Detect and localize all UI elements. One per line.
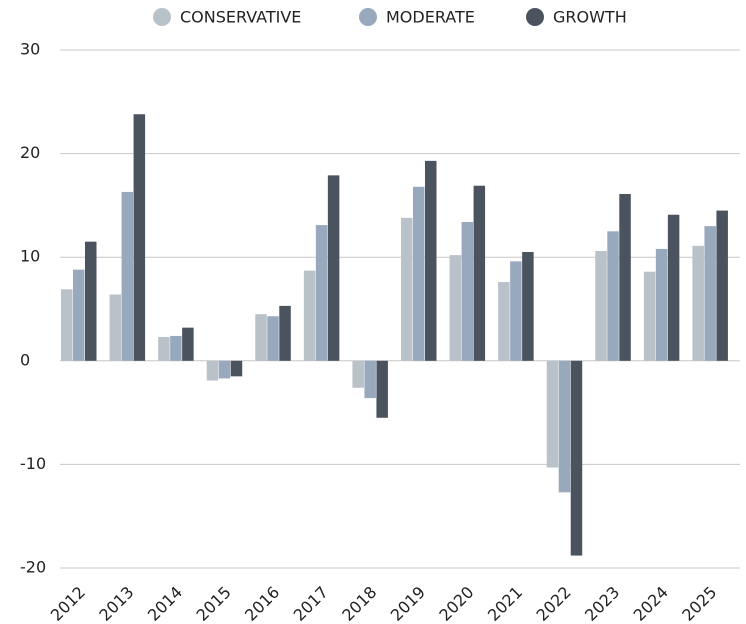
x-tick-label: 2018 — [338, 583, 380, 624]
x-tick-label: 2014 — [144, 583, 186, 624]
legend-swatch — [359, 8, 377, 26]
legend-label: MODERATE — [386, 8, 475, 27]
bar — [449, 255, 462, 361]
x-tick-label: 2017 — [290, 583, 332, 624]
bar — [364, 360, 376, 399]
bar — [255, 314, 267, 361]
bar — [413, 186, 425, 361]
bar — [279, 305, 291, 361]
bar — [327, 175, 340, 361]
x-tick-label: 2015 — [192, 583, 234, 624]
legend-swatch — [153, 8, 171, 26]
bar — [655, 248, 668, 361]
bar — [170, 335, 182, 361]
bar — [473, 185, 486, 361]
y-tick-label: 10 — [20, 247, 40, 266]
x-tick-label: 2025 — [678, 583, 720, 624]
bar — [692, 245, 704, 361]
bar — [267, 316, 279, 361]
bar — [352, 360, 364, 388]
bar — [230, 360, 243, 377]
bar — [158, 336, 170, 361]
x-tick-label: 2013 — [95, 583, 137, 624]
bar — [546, 360, 559, 468]
bar — [607, 231, 619, 361]
bar — [461, 221, 474, 361]
x-tick-label: 2022 — [532, 583, 574, 624]
bar — [61, 289, 73, 361]
bar — [522, 252, 534, 361]
bar — [206, 360, 219, 381]
x-tick-label: 2023 — [581, 583, 623, 624]
x-tick-label: 2021 — [484, 583, 526, 624]
legend-label: CONSERVATIVE — [180, 8, 301, 27]
bar — [401, 217, 413, 361]
legend-swatch — [526, 8, 544, 26]
bar — [570, 360, 583, 556]
bar — [716, 210, 728, 361]
bar — [315, 225, 328, 361]
bar — [133, 114, 146, 361]
bar — [303, 270, 316, 361]
bar — [558, 360, 571, 493]
bar — [498, 282, 510, 361]
y-tick-label: 0 — [20, 350, 30, 369]
bar — [109, 294, 122, 361]
bar — [619, 194, 631, 361]
x-tick-label: 2016 — [241, 583, 283, 624]
bar — [425, 160, 437, 361]
y-tick-label: 30 — [20, 40, 40, 59]
bar — [121, 191, 134, 361]
y-tick-label: -10 — [20, 454, 46, 473]
bar — [704, 226, 716, 361]
bar — [595, 250, 607, 361]
bar — [85, 241, 97, 361]
bar — [510, 261, 522, 361]
bar — [667, 214, 680, 361]
bar — [376, 360, 388, 418]
y-tick-label: 20 — [20, 143, 40, 162]
bar — [73, 269, 85, 361]
x-tick-label: 2024 — [630, 583, 672, 624]
bar — [182, 327, 194, 361]
x-tick-label: 2020 — [435, 583, 477, 624]
x-tick-label: 2012 — [47, 583, 89, 624]
y-tick-label: -20 — [20, 558, 46, 577]
legend-label: GROWTH — [553, 8, 627, 27]
bar — [643, 271, 656, 361]
x-tick-label: 2019 — [387, 583, 429, 624]
bar — [218, 360, 231, 379]
